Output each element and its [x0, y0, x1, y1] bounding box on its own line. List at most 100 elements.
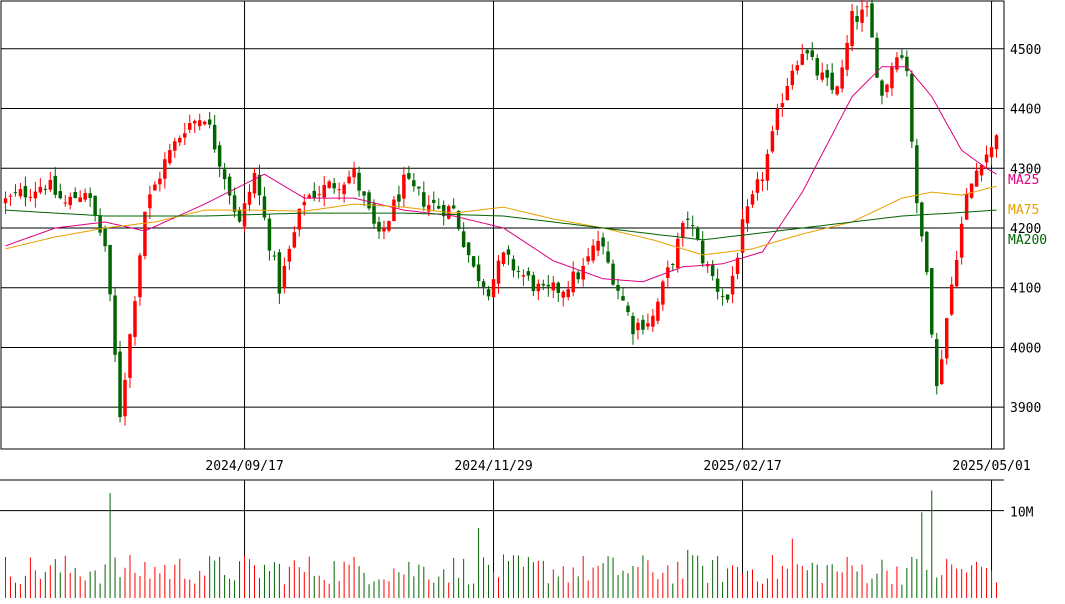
candle-body — [571, 271, 575, 293]
candle-body — [3, 198, 8, 204]
date-tick-label: 2024/09/17 — [205, 459, 283, 474]
candle-body — [920, 202, 924, 237]
candle-body — [232, 195, 237, 212]
candle-body — [158, 178, 162, 185]
candle-body — [282, 265, 287, 289]
candle-body — [656, 301, 660, 321]
candle-body — [466, 242, 471, 256]
candle-body — [611, 263, 615, 285]
candle-body — [38, 186, 43, 193]
candle-body — [496, 260, 501, 284]
candle-body — [516, 270, 521, 272]
moving-average-lines — [5, 66, 997, 283]
candle-body — [930, 268, 934, 335]
candle-body — [382, 228, 386, 232]
candle-body — [805, 50, 810, 54]
price-tick-label: 4100 — [1010, 282, 1041, 297]
candle-body — [352, 168, 356, 178]
candle-body — [785, 86, 790, 101]
candle-body — [700, 240, 705, 264]
candle-body — [332, 183, 336, 189]
candle-body — [621, 296, 625, 301]
candle-body — [397, 194, 401, 202]
candle-body — [312, 190, 316, 199]
candle-body — [128, 334, 132, 378]
candle-body — [596, 240, 600, 251]
candle-body — [108, 244, 112, 295]
candle-body — [347, 176, 351, 184]
candle-body — [367, 192, 371, 209]
candle-body — [800, 53, 805, 65]
candle-body — [586, 256, 590, 262]
candle-body — [994, 135, 999, 150]
candlesticks — [3, 0, 999, 426]
date-tick-label: 2024/11/29 — [454, 459, 532, 474]
candle-body — [68, 196, 72, 206]
candle-body — [237, 209, 242, 222]
candle-body — [725, 294, 730, 300]
price-grid — [1, 1, 1004, 449]
candle-body — [143, 211, 147, 257]
candle-body — [690, 225, 695, 227]
candle-body — [910, 73, 914, 142]
candle-body — [342, 184, 346, 195]
candle-body — [78, 197, 82, 203]
candle-body — [471, 256, 476, 267]
candle-body — [865, 6, 869, 8]
candle-body — [481, 281, 486, 287]
candle-body — [148, 194, 152, 209]
candle-body — [456, 211, 461, 229]
candle-body — [541, 283, 546, 286]
candle-body — [521, 275, 526, 277]
candle-body — [461, 231, 466, 248]
candle-body — [317, 194, 321, 196]
candle-body — [715, 278, 720, 292]
candle-body — [676, 238, 680, 269]
candle-body — [486, 289, 491, 297]
candle-body — [13, 192, 18, 194]
candle-body — [765, 154, 770, 181]
candle-body — [33, 191, 38, 199]
candle-body — [43, 188, 48, 190]
candle-body — [925, 231, 929, 273]
date-tick-label: 2025/05/01 — [952, 459, 1030, 474]
candle-body — [8, 195, 13, 197]
candle-body — [113, 295, 117, 355]
candle-body — [686, 218, 690, 220]
candle-body — [476, 264, 481, 282]
candle-body — [506, 249, 511, 255]
candle-body — [48, 179, 53, 190]
candle-body — [641, 319, 645, 330]
candle-body — [750, 194, 755, 205]
candle-body — [53, 175, 58, 195]
price-tick-label: 4400 — [1010, 103, 1041, 118]
candle-body — [770, 131, 775, 152]
ma-legend: MA25 MA75 MA200 — [1008, 173, 1047, 248]
candle-body — [192, 120, 197, 124]
ma75-line — [5, 185, 997, 256]
candle-body — [88, 193, 92, 198]
candle-body — [18, 189, 23, 197]
legend-entry: MA75 — [1008, 203, 1039, 218]
candle-body — [58, 191, 63, 199]
candle-body — [441, 204, 446, 217]
candle-body — [735, 257, 740, 275]
candle-body — [795, 65, 800, 71]
candle-body — [337, 189, 341, 191]
candle-body — [760, 179, 765, 182]
candle-body — [402, 174, 406, 199]
candle-body — [362, 191, 366, 196]
candle-body — [576, 272, 580, 280]
volume-grid — [0, 480, 1004, 598]
candle-body — [915, 145, 919, 204]
candle-body — [302, 201, 307, 206]
candle-body — [850, 10, 854, 46]
candle-body — [227, 176, 232, 196]
candle-body — [83, 192, 87, 200]
ma200-line — [5, 209, 997, 241]
candle-body — [297, 208, 302, 230]
candle-body — [536, 283, 541, 292]
candle-body — [247, 191, 252, 205]
candle-body — [202, 121, 207, 125]
